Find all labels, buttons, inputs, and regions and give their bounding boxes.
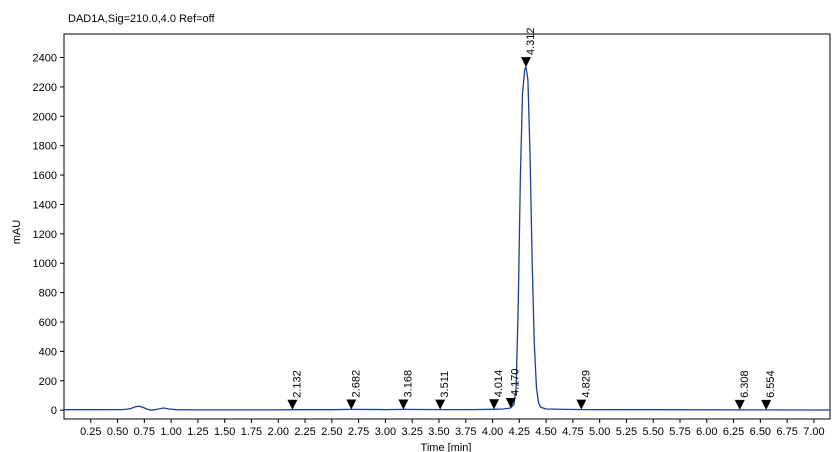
signal-trace bbox=[63, 66, 830, 411]
peak-marker: 2.132 bbox=[287, 370, 303, 410]
axis-ticks: 0 200 400 600 800 1000 1200 1400 1600 1800 2000 220… bbox=[33, 53, 825, 438]
peak-label: 4.170 bbox=[510, 368, 522, 396]
peak-marker: 4.312 bbox=[520, 28, 537, 68]
y-tick-label: 1600 bbox=[33, 170, 57, 182]
y-tick-label: 2000 bbox=[33, 111, 57, 123]
x-tick-label: 4.00 bbox=[482, 426, 503, 438]
y-tick-label: 1400 bbox=[33, 199, 57, 211]
peak-annotations: 2.132 2.682 3.168 3.511 4.014 4.170 4.312 4.829… bbox=[287, 28, 777, 410]
chart-title: DAD1A,Sig=210.0,4.0 Ref=off bbox=[68, 13, 216, 25]
y-tick-label: 1200 bbox=[33, 229, 57, 241]
x-tick-label: 6.25 bbox=[723, 426, 744, 438]
x-tick-label: 5.25 bbox=[616, 426, 637, 438]
y-tick-label: 800 bbox=[39, 288, 57, 300]
y-tick-label: 600 bbox=[39, 317, 57, 329]
x-tick-label: 7.00 bbox=[803, 426, 824, 438]
peak-marker: 6.554 bbox=[761, 370, 777, 410]
x-tick-label: 1.00 bbox=[160, 426, 181, 438]
x-tick-label: 3.75 bbox=[455, 426, 476, 438]
peak-label: 4.312 bbox=[525, 28, 537, 56]
x-tick-label: 2.50 bbox=[321, 426, 342, 438]
x-tick-label: 6.50 bbox=[750, 426, 771, 438]
x-tick-label: 5.50 bbox=[643, 426, 664, 438]
peak-triangle-icon bbox=[398, 399, 409, 410]
x-tick-label: 1.50 bbox=[214, 426, 235, 438]
x-tick-label: 4.50 bbox=[535, 426, 556, 438]
x-tick-label: 0.50 bbox=[107, 426, 128, 438]
x-tick-label: 3.00 bbox=[375, 426, 396, 438]
x-tick-label: 5.00 bbox=[589, 426, 610, 438]
x-tick-label: 3.25 bbox=[401, 426, 422, 438]
peak-label: 4.014 bbox=[493, 370, 505, 398]
x-tick-label: 5.75 bbox=[669, 426, 690, 438]
y-tick-label: 2200 bbox=[33, 82, 57, 94]
x-tick-label: 2.25 bbox=[294, 426, 315, 438]
x-tick-label: 1.75 bbox=[241, 426, 262, 438]
x-tick-label: 2.00 bbox=[268, 426, 289, 438]
x-tick-label: 4.25 bbox=[509, 426, 530, 438]
peak-marker: 3.168 bbox=[398, 370, 414, 410]
peak-label: 3.168 bbox=[402, 370, 414, 398]
peak-marker: 4.014 bbox=[489, 370, 505, 410]
peak-triangle-icon bbox=[435, 399, 446, 410]
peak-marker: 4.170 bbox=[505, 368, 522, 408]
x-tick-label: 2.75 bbox=[348, 426, 369, 438]
peak-triangle-icon bbox=[734, 399, 745, 410]
plot-frame bbox=[63, 33, 831, 420]
peak-marker: 6.308 bbox=[734, 370, 751, 410]
peak-label: 6.308 bbox=[739, 370, 751, 398]
y-tick-label: 200 bbox=[39, 376, 57, 388]
x-tick-label: 3.50 bbox=[428, 426, 449, 438]
y-tick-label: 400 bbox=[39, 346, 57, 358]
y-tick-label: 0 bbox=[51, 405, 57, 417]
y-tick-label: 1800 bbox=[33, 141, 57, 153]
peak-label: 3.511 bbox=[439, 371, 451, 398]
series-layer bbox=[63, 66, 830, 411]
peak-triangle-icon bbox=[761, 399, 772, 410]
peak-triangle-icon bbox=[520, 57, 531, 68]
peak-triangle-icon bbox=[287, 399, 298, 410]
peak-triangle-icon bbox=[489, 399, 500, 410]
peak-label: 2.682 bbox=[350, 370, 362, 398]
x-tick-label: 6.75 bbox=[776, 426, 797, 438]
peak-marker: 3.511 bbox=[435, 371, 451, 410]
peak-triangle-icon bbox=[576, 399, 587, 410]
peak-triangle-icon bbox=[346, 399, 357, 410]
peak-marker: 2.682 bbox=[346, 370, 362, 410]
x-tick-label: 1.25 bbox=[187, 426, 208, 438]
x-tick-label: 0.75 bbox=[134, 426, 155, 438]
x-tick-label: 0.25 bbox=[80, 426, 101, 438]
x-tick-label: 4.75 bbox=[562, 426, 583, 438]
x-tick-label: 6.00 bbox=[696, 426, 717, 438]
y-axis-label: mAU bbox=[11, 220, 23, 245]
y-tick-label: 2400 bbox=[33, 53, 57, 65]
peak-label: 2.132 bbox=[291, 370, 303, 398]
peak-label: 4.829 bbox=[580, 370, 592, 398]
y-tick-label: 1000 bbox=[33, 258, 57, 270]
peak-marker: 4.829 bbox=[576, 370, 592, 410]
x-axis-label: Time [min] bbox=[421, 442, 472, 452]
peak-label: 6.554 bbox=[765, 370, 777, 398]
peak-triangle-icon bbox=[505, 397, 516, 408]
